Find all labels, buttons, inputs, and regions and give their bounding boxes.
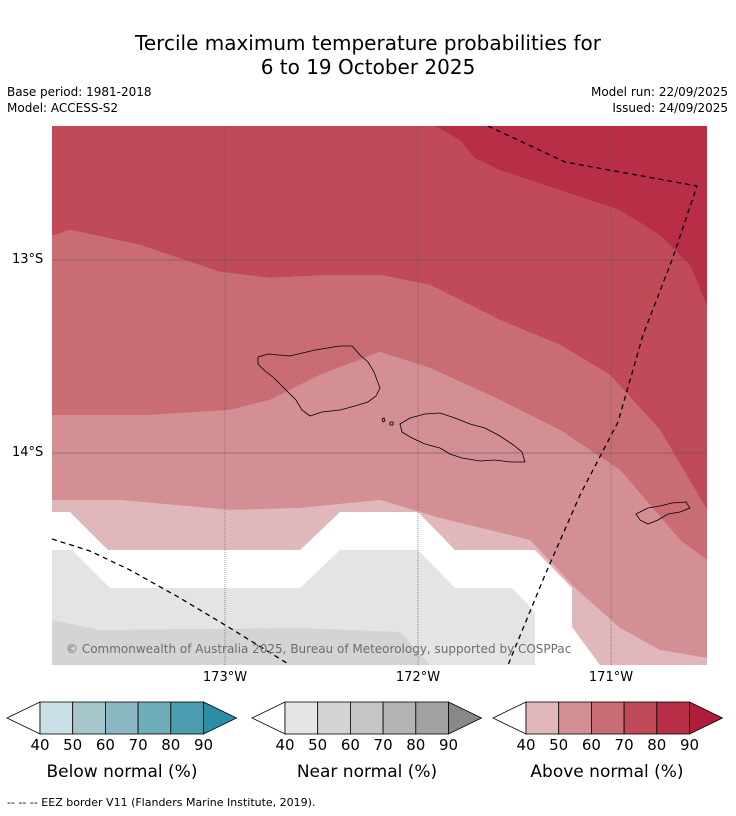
colorbar-tick-label: 80	[647, 736, 667, 754]
coastlines	[257, 345, 691, 525]
colorbar-tick-label: 60	[340, 736, 360, 754]
eez-border-east	[487, 126, 698, 665]
lon-label-173w: 173°W	[202, 670, 248, 685]
above-normal-50-region	[52, 352, 707, 658]
colorbar-tick-label: 70	[614, 736, 634, 754]
colorbar-segment	[284, 701, 319, 735]
colorbar-segment	[137, 701, 172, 735]
lon-label-171w: 171°W	[588, 670, 634, 685]
colorbar-tick-label: 60	[581, 736, 601, 754]
colorbar-segment	[170, 701, 204, 735]
manono-islet	[381, 417, 386, 423]
colorbar-tick-label: 90	[679, 736, 700, 754]
colorbar-segment	[317, 701, 351, 735]
colorbar-extend-high	[448, 701, 483, 735]
colorbar-tick-label: 50	[63, 736, 83, 754]
title-line-2: 6 to 19 October 2025	[260, 55, 476, 79]
colorbar-segment	[525, 701, 560, 735]
meta-right: Model run: 22/09/2025 Issued: 24/09/2025	[591, 84, 728, 116]
above-normal-70-region	[52, 126, 707, 510]
tutuila-island	[635, 501, 691, 525]
eez-border-south	[52, 538, 291, 665]
colorbar-segment	[105, 701, 139, 735]
colorbar-segment	[558, 701, 592, 735]
colorbar-segment	[415, 701, 449, 735]
colorbar-segment	[72, 701, 106, 735]
colorbars	[6, 701, 724, 735]
colorbar-extend-low	[251, 701, 286, 735]
upolu-island	[399, 412, 526, 463]
above-normal-80-region	[435, 126, 707, 305]
colorbar-tick-label: 50	[308, 736, 328, 754]
colorbar-extend-low	[492, 701, 527, 735]
near-normal-50-region	[52, 620, 430, 665]
title-line-1: Tercile maximum temperature probabilitie…	[135, 31, 601, 55]
model-run-text: Model run: 22/09/2025	[590, 85, 728, 99]
colorbar-tick-label: 40	[30, 736, 50, 754]
apolima-islet	[389, 421, 394, 426]
colorbar-segment	[39, 701, 74, 735]
model-text: Model: ACCESS-S2	[7, 101, 119, 115]
above-normal-40-region	[52, 500, 707, 665]
colorbar-tick-label: 40	[275, 736, 295, 754]
base-period-text: Base period: 1981-2018	[7, 85, 152, 99]
above-normal-60-region	[52, 230, 707, 560]
near-normal-title: Near normal (%)	[296, 762, 438, 782]
colorbar-tick-label: 60	[95, 736, 115, 754]
lat-label-13s: 13°S	[12, 252, 44, 267]
eez-footnote: -- -- -- EEZ border V11 (Flanders Marine…	[7, 796, 316, 809]
lat-label-14s: 14°S	[12, 445, 44, 460]
colorbar-extend-high	[203, 701, 238, 735]
below-normal-title: Below normal (%)	[46, 762, 198, 782]
copyright-text: © Commonwealth of Australia 2025, Bureau…	[66, 642, 572, 656]
colorbar-segment	[382, 701, 417, 735]
colorbar-extend-high	[689, 701, 724, 735]
colorbar-tick-label: 80	[406, 736, 426, 754]
map-title: Tercile maximum temperature probabilitie…	[0, 31, 736, 79]
above-normal-title: Above normal (%)	[530, 762, 684, 782]
colorbar-above-normal	[492, 701, 724, 735]
colorbar-tick-label: 90	[438, 736, 459, 754]
eez-borders	[52, 126, 698, 665]
lon-label-172w: 172°W	[395, 670, 441, 685]
colorbar-segment	[656, 701, 690, 735]
colorbar-tick-label: 70	[128, 736, 148, 754]
colorbar-tick-label: 70	[373, 736, 393, 754]
no-signal-band	[52, 512, 600, 665]
colorbar-segment	[591, 701, 625, 735]
savaii-island	[257, 345, 381, 417]
meta-left: Base period: 1981-2018 Model: ACCESS-S2	[7, 84, 152, 116]
colorbar-extend-low	[6, 701, 41, 735]
colorbar-segment	[623, 701, 658, 735]
colorbar-tick-label: 40	[516, 736, 536, 754]
colorbar-near-normal	[251, 701, 483, 735]
colorbar-tick-label: 90	[193, 736, 214, 754]
issued-text: Issued: 24/09/2025	[612, 101, 728, 115]
colorbar-tick-label: 50	[549, 736, 569, 754]
colorbar-segment	[349, 701, 384, 735]
graticule	[52, 126, 707, 665]
colorbar-tick-label: 80	[161, 736, 181, 754]
colorbar-below-normal	[6, 701, 238, 735]
